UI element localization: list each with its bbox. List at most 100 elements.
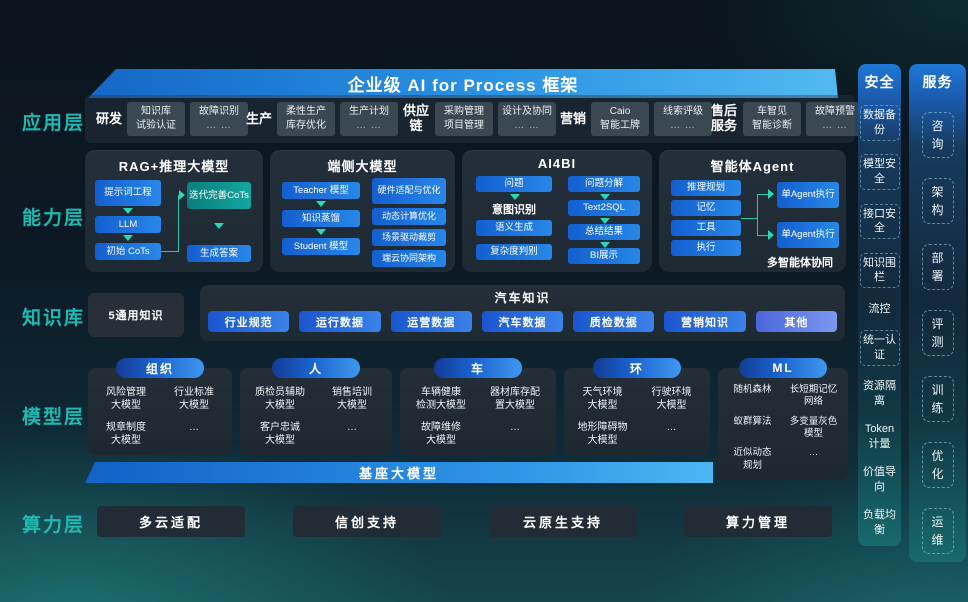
chip-single-agent-exec-1: 单Agent执行	[777, 182, 839, 208]
model-item-line: …	[189, 422, 199, 433]
chip-memory: 记忆	[671, 200, 741, 216]
model-grid: 风险管理 大模型 行业标准 大模型 规章制度 大模型 …	[88, 368, 232, 455]
kb-chip-operation-data: 运行数据	[299, 311, 381, 332]
app-group-label: 售后服务	[710, 103, 737, 133]
model-item: 车辆健康 检测大模型	[404, 386, 478, 412]
model-item-line: 检测大模型	[416, 400, 466, 411]
security-column: 安全 数据备份 模型安全 接口安全 知识围栏 流控 统一认证 资源隔离 Toke…	[858, 64, 901, 546]
app-box-line: 柔性生产	[286, 106, 327, 117]
service-item-optimization: 优化	[921, 442, 954, 488]
model-group-person: 人 质检员辅助 大模型 销售培训 大模型 客户忠诚 大模型 …	[240, 358, 392, 455]
app-box-line: 项目管理	[444, 120, 484, 131]
model-item-line: …	[510, 422, 520, 433]
chip-question-decomposition: 问题分解	[568, 176, 640, 192]
service-item-label: 训练	[931, 383, 944, 415]
security-item-load-balancing: 负载均衡	[863, 509, 896, 537]
panel-title: AI4BI	[537, 156, 577, 171]
model-item-line: 大模型	[587, 435, 618, 446]
connector-line	[161, 251, 178, 252]
model-item-line: 长短期记忆	[789, 384, 838, 395]
model-item-line: 规划	[742, 459, 762, 471]
model-item-line: 大模型	[426, 435, 456, 446]
security-item-data-backup: 数据备份	[859, 105, 900, 142]
service-item-label: 咨询	[931, 119, 944, 151]
model-item-line: 车辆健康	[421, 387, 461, 398]
model-item: 多变量灰色 模型	[783, 416, 844, 441]
chip-initial-cots: 初始 CoTs	[95, 243, 161, 260]
kb-chip-other: 其他	[755, 311, 837, 332]
model-pill-ml: ML	[739, 358, 827, 378]
layer-label-application: 应用层	[22, 113, 86, 134]
model-item-line: 规章制度	[106, 422, 146, 433]
chip-dynamic-compute: 动态计算优化	[372, 208, 446, 225]
app-box-line: 设计及协同	[502, 106, 552, 117]
model-item-line: 地形障碍物	[577, 422, 628, 433]
kb-chip-industry-standards: 行业规范	[208, 311, 290, 332]
arrow-down-icon	[600, 194, 610, 200]
kb-chip-row: 行业规范 运行数据 运营数据 汽车数据 质检数据 营销知识 其他	[208, 311, 837, 332]
app-box-line: 故障预警	[815, 106, 855, 117]
kb-auto-panel: 汽车知识 行业规范 运行数据 运营数据 汽车数据 质检数据 营销知识 其他	[200, 285, 845, 341]
kb-general-box: 5通用知识	[88, 293, 184, 337]
app-group-label: 生产	[246, 110, 273, 126]
chip-knowledge-distillation: 知识蒸馏	[282, 210, 360, 227]
chip-bi-display: BI展示	[568, 248, 640, 264]
app-box: 生产计划 … …	[340, 102, 399, 136]
compute-box-cloudnative: 云原生支持	[489, 506, 637, 537]
app-group-marketing: 营销 Caio 智能工牌 线索评级 … …	[560, 99, 713, 139]
service-item-evaluation: 评测	[921, 310, 954, 356]
model-item: 规章制度 大模型	[92, 421, 160, 447]
arrow-down-icon	[316, 201, 326, 207]
layer-label-model: 模型层	[22, 407, 86, 428]
app-box-line: 知识库	[141, 106, 172, 117]
chip-prompt-engineering: 提示词工程	[95, 180, 161, 206]
connector-line	[741, 218, 757, 219]
capability-panel-ai4bi: AI4BI 问题 意图识别 语义生成 复杂度判别 问题分解 Text2SQL 总…	[462, 150, 652, 272]
chip-teacher-model: Teacher 模型	[282, 182, 360, 199]
model-item-line: 器材库存配	[490, 387, 540, 398]
arrow-down-icon	[600, 242, 610, 248]
page-title: 企业级 AI for Process 框架	[347, 76, 579, 95]
app-group-supply-chain: 供应链 采购管理 项目管理 设计及协同 … …	[402, 99, 556, 139]
model-item: 客户忠诚 大模型	[244, 421, 316, 447]
model-item-line: 大模型	[111, 435, 141, 446]
security-header: 安全	[864, 74, 895, 90]
connector-line	[757, 194, 769, 195]
app-box: 设计及协同 … …	[498, 102, 556, 136]
model-item-line: 大模型	[265, 400, 295, 411]
panel-title: 智能体Agent	[710, 159, 795, 174]
service-column: 服务 咨询 架构 部署 评测 训练 优化 运维	[909, 64, 966, 562]
arrow-right-icon	[768, 230, 774, 240]
kb-chip-vehicle-data: 汽车数据	[481, 311, 564, 332]
model-grid: 车辆健康 检测大模型 器材库存配 置大模型 故障维修 大模型 …	[400, 368, 556, 455]
app-box-dots: … …	[822, 120, 848, 131]
model-item-line: 多变量灰色	[789, 415, 838, 427]
app-box: 知识库 试验认证	[127, 102, 186, 136]
app-box: Caio 智能工牌	[591, 102, 650, 136]
service-item-consulting: 咨询	[921, 112, 954, 158]
chip-single-agent-exec-2: 单Agent执行	[777, 222, 839, 248]
model-item-line: 行业标准	[174, 387, 214, 398]
chip-hardware-adaptation: 硬件适配与优化	[372, 178, 446, 204]
model-pill-environment: 环	[593, 358, 681, 378]
service-header: 服务	[922, 74, 953, 90]
arrow-down-icon	[214, 223, 224, 229]
model-item-line: …	[808, 447, 819, 459]
arrow-down-icon	[123, 235, 133, 241]
app-box-dots: … …	[670, 120, 696, 131]
compute-box-multicloud: 多云适配	[97, 506, 245, 537]
model-item-line: 网络	[803, 396, 823, 408]
model-item-line: 天气环境	[582, 387, 623, 398]
model-item-line: 大模型	[587, 400, 618, 411]
model-item: 故障维修 大模型	[404, 421, 478, 447]
chip-semantic-generation: 语义生成	[476, 220, 552, 236]
model-item: 风险管理 大模型	[92, 386, 160, 412]
kb-chip-quality-data: 质检数据	[573, 311, 655, 332]
base-model-label: 基座大模型	[358, 466, 439, 481]
arrow-right-icon	[768, 189, 774, 199]
chip-execution: 执行	[671, 240, 741, 256]
model-item-line: …	[666, 422, 677, 433]
app-box-dots: … …	[206, 120, 232, 131]
app-box-line: 车智见	[757, 106, 787, 117]
model-item: 蚁群算法	[722, 416, 783, 441]
